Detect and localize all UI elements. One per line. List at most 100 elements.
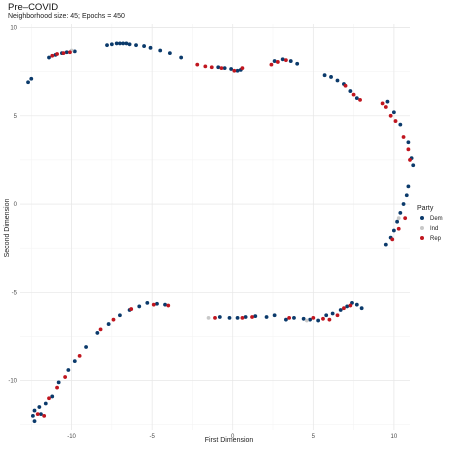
point-dem bbox=[406, 140, 411, 145]
point-dem bbox=[308, 317, 312, 322]
point-dem bbox=[56, 380, 61, 385]
point-rep bbox=[348, 303, 353, 308]
legend-key-dem bbox=[420, 216, 424, 220]
legend-key-rep bbox=[420, 236, 424, 240]
point-dem bbox=[401, 202, 406, 206]
point-dem bbox=[179, 55, 184, 60]
point-rep bbox=[311, 316, 316, 320]
point-dem bbox=[406, 184, 411, 189]
point-dem bbox=[383, 242, 388, 247]
point-rep bbox=[213, 316, 217, 320]
point-dem bbox=[137, 304, 142, 309]
point-dem bbox=[72, 49, 77, 54]
point-dem bbox=[72, 359, 77, 364]
point-dem bbox=[243, 315, 248, 319]
scatter-points bbox=[26, 41, 416, 424]
point-dem bbox=[235, 316, 240, 320]
legend-key-ind bbox=[420, 226, 424, 230]
point-dem bbox=[348, 89, 353, 93]
point-dem bbox=[398, 122, 403, 127]
point-dem bbox=[163, 302, 167, 307]
point-dem bbox=[50, 394, 55, 399]
legend-label-rep: Rep bbox=[430, 236, 442, 242]
point-dem bbox=[411, 163, 416, 168]
point-dem bbox=[26, 80, 30, 85]
legend: Party Dem Ind Rep bbox=[417, 205, 443, 242]
point-dem bbox=[29, 76, 34, 81]
point-dem bbox=[316, 318, 321, 323]
point-dem bbox=[222, 66, 227, 71]
point-dem bbox=[158, 48, 163, 53]
point-rep bbox=[55, 52, 59, 56]
point-dem bbox=[354, 302, 359, 307]
point-dem bbox=[272, 59, 277, 63]
point-dem bbox=[106, 322, 111, 326]
y-axis-title: Second Dimension bbox=[4, 199, 11, 258]
point-dem bbox=[216, 65, 221, 70]
point-rep bbox=[209, 65, 214, 70]
point-dem bbox=[167, 51, 172, 56]
point-dem bbox=[391, 110, 396, 115]
point-dem bbox=[385, 99, 390, 104]
point-ind bbox=[396, 216, 401, 221]
point-dem bbox=[301, 316, 306, 321]
point-dem bbox=[404, 193, 409, 198]
point-dem bbox=[398, 210, 403, 215]
x-axis-title: First Dimension bbox=[205, 437, 254, 444]
point-dem bbox=[32, 419, 37, 424]
point-dem bbox=[292, 316, 296, 320]
x-tick-label: 5 bbox=[312, 434, 316, 440]
point-dem bbox=[284, 317, 288, 322]
point-rep bbox=[383, 105, 388, 109]
point-dem bbox=[134, 43, 138, 48]
y-tick-label: -5 bbox=[12, 290, 18, 296]
point-rep bbox=[240, 66, 245, 71]
legend-label-dem: Dem bbox=[430, 216, 443, 222]
point-rep bbox=[269, 62, 274, 67]
point-rep bbox=[358, 98, 362, 102]
point-dem bbox=[118, 313, 122, 318]
point-rep bbox=[396, 226, 401, 231]
legend-title: Party bbox=[417, 205, 434, 212]
point-dem bbox=[32, 408, 37, 413]
point-dem bbox=[43, 401, 48, 406]
point-dem bbox=[338, 308, 343, 312]
point-dem bbox=[253, 314, 258, 319]
point-rep bbox=[219, 66, 224, 71]
point-rep bbox=[47, 396, 51, 401]
point-dem bbox=[66, 368, 71, 372]
point-rep bbox=[151, 302, 156, 307]
point-dem bbox=[127, 42, 132, 47]
point-dem bbox=[148, 45, 153, 50]
grid-lines bbox=[20, 24, 410, 430]
axis-tick-labels: -10 -5 0 5 10 -10 -5 0 5 10 bbox=[8, 26, 398, 440]
x-tick-label: -10 bbox=[67, 434, 76, 440]
point-dem bbox=[335, 78, 340, 83]
point-rep bbox=[61, 51, 66, 56]
point-dem bbox=[217, 315, 222, 319]
y-tick-label: 0 bbox=[14, 202, 18, 208]
point-rep bbox=[50, 53, 55, 58]
point-rep bbox=[275, 60, 280, 64]
chart-title: Pre–COVID bbox=[8, 2, 59, 13]
point-rep bbox=[287, 316, 292, 320]
point-dem bbox=[272, 313, 277, 318]
point-dem bbox=[114, 41, 119, 46]
y-tick-label: 10 bbox=[10, 26, 17, 32]
point-dem bbox=[227, 316, 232, 320]
y-tick-label: 5 bbox=[14, 114, 18, 120]
point-dem bbox=[280, 57, 285, 62]
point-rep bbox=[166, 303, 171, 308]
point-dem bbox=[84, 345, 88, 349]
point-dem bbox=[345, 304, 350, 309]
point-rep bbox=[408, 158, 412, 162]
point-rep bbox=[380, 101, 385, 106]
point-dem bbox=[105, 43, 109, 48]
x-tick-label: 0 bbox=[231, 434, 235, 440]
point-dem bbox=[124, 41, 129, 46]
point-dem bbox=[109, 42, 114, 47]
point-rep bbox=[63, 375, 68, 379]
point-dem bbox=[37, 405, 42, 409]
point-dem bbox=[142, 44, 146, 48]
